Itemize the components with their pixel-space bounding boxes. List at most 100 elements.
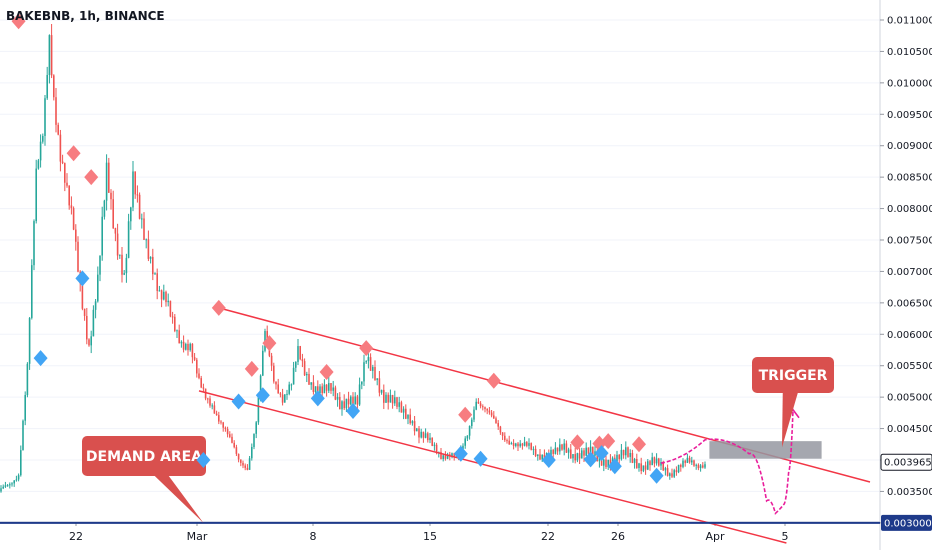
candle-body [116,233,119,256]
level-price-tag-label: 0.003000 [884,518,932,529]
candle-body [378,378,381,393]
candle-body [578,453,581,459]
overlay: DEMAND AREA TRIGGER [82,357,834,523]
candle-body [488,410,491,413]
candle-body [92,309,95,337]
candle-body [226,428,229,435]
candle-body [477,401,480,404]
candle-body [88,339,90,346]
candle-body [589,446,592,454]
high-marker [211,299,226,316]
candle-body [288,384,290,394]
candle-body [339,396,341,410]
candle-body [4,485,7,487]
candle-body [273,365,275,382]
high-marker [84,169,99,186]
low-marker [196,452,211,468]
candle-body [310,382,312,385]
candle-body [618,454,620,460]
candle-body [242,462,244,466]
candle-body [50,35,53,76]
time-tick-label: 15 [423,530,437,543]
candle-body [308,373,310,385]
candle-body [693,460,695,466]
candle-body [565,443,568,453]
candle-body [418,428,420,438]
candle-body [671,473,673,477]
time-tick-label: Mar [187,530,208,543]
candle-body [347,398,350,405]
candle-body [196,359,198,374]
low-marker [231,393,246,410]
time-tick-label: 22 [69,530,83,543]
candle-body [154,273,156,275]
candle-body [484,407,486,410]
price-tick-label: 0.010500 [887,47,932,58]
candle-body [94,301,97,310]
candle-body [642,465,645,472]
candle-body [301,359,304,362]
candle-body [517,443,519,447]
candle-body [372,366,374,371]
candle-body [673,470,675,477]
candle-body [165,291,167,303]
candle-body [440,451,442,460]
candle-body [424,433,427,438]
candle-body [145,239,147,241]
candle-body [246,467,249,470]
candle-body [108,162,110,193]
low-marker [75,270,90,287]
candle-body [512,443,515,446]
price-tick-label: 0.011000 [887,16,932,27]
candle-body [468,425,471,436]
channel-lines [0,307,880,544]
candle-body [147,239,150,259]
candle-body [270,355,273,366]
candle-body [39,141,42,161]
candle-body [31,265,33,318]
candle-body [257,397,260,423]
candle-body [376,378,378,380]
candle-body [53,75,55,98]
candle-body [209,398,211,406]
candle-body [334,387,337,400]
candle-body [653,457,656,464]
candle-body [429,437,431,441]
price-tick-label: 0.006500 [887,298,932,309]
candle-body [46,74,48,99]
candle-body [471,419,473,426]
candle-body [451,453,453,457]
candles [0,23,706,493]
candle-body [490,412,493,416]
candle-body [77,241,79,272]
candle-body [22,420,24,451]
candle-body [361,381,363,385]
candle-body [387,394,389,403]
candle-body [275,381,277,385]
candle-body [684,460,686,463]
candle-body [603,459,605,466]
candle-body [321,386,323,394]
candle-body [482,406,484,408]
candle-body [644,465,647,470]
candle-body [453,453,455,457]
price-tick-label: 0.003500 [887,487,932,498]
candle-body [156,273,158,291]
candle-body [90,336,92,346]
candle-body [207,398,209,400]
candle-body [651,457,653,466]
candle-body [486,409,488,411]
candle-body [609,459,612,467]
candle-body [169,300,172,317]
candle-body [68,185,70,206]
candle-body [543,454,546,459]
low-marker [33,350,48,367]
candle-body [499,426,502,433]
candle-body [638,463,640,469]
candle-body [572,454,574,459]
candle-body [508,440,510,445]
last-price-tag-label: 0.003965 [884,458,932,469]
candle-body [576,453,579,461]
candle-body [420,431,422,438]
candle-body [70,205,73,209]
